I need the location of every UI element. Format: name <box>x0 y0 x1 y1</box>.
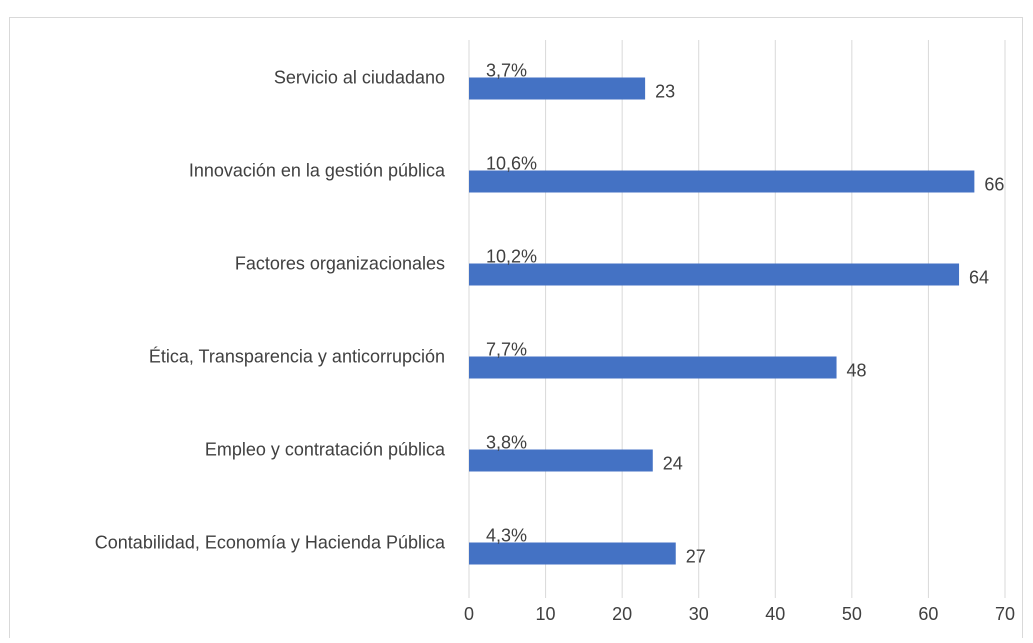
bar <box>469 542 676 565</box>
value-label: 48 <box>847 360 867 380</box>
x-tick-label: 0 <box>464 604 474 624</box>
value-label: 23 <box>655 81 675 101</box>
y-tick-label: Servicio al ciudadano <box>274 67 445 87</box>
value-label: 27 <box>686 546 706 566</box>
y-tick-label: Factores organizacionales <box>235 253 445 273</box>
bar <box>469 77 646 100</box>
x-tick-label: 10 <box>536 604 556 624</box>
bar <box>469 263 960 286</box>
x-tick-label: 50 <box>842 604 862 624</box>
x-tick-label: 40 <box>765 604 785 624</box>
chart-border <box>9 17 1023 643</box>
y-tick-label: Innovación en la gestión pública <box>189 160 446 180</box>
share-label: 7,7% <box>486 339 527 359</box>
bar <box>469 170 975 193</box>
x-tick-label: 30 <box>689 604 709 624</box>
y-tick-label: Contabilidad, Economía y Hacienda Públic… <box>95 532 446 552</box>
share-label: 10,6% <box>486 153 537 173</box>
x-tick-label: 60 <box>918 604 938 624</box>
value-label: 64 <box>969 267 989 287</box>
value-label: 24 <box>663 453 683 473</box>
y-tick-label: Ética, Transparencia y anticorrupción <box>149 346 445 366</box>
x-tick-label: 20 <box>612 604 632 624</box>
y-tick-label: Empleo y contratación pública <box>205 439 446 459</box>
share-label: 10,2% <box>486 246 537 266</box>
bar <box>469 449 653 472</box>
share-label: 4,3% <box>486 525 527 545</box>
bar <box>469 356 837 379</box>
x-tick-label: 70 <box>995 604 1015 624</box>
value-label: 66 <box>984 174 1004 194</box>
share-label: 3,7% <box>486 60 527 80</box>
share-label: 3,8% <box>486 432 527 452</box>
